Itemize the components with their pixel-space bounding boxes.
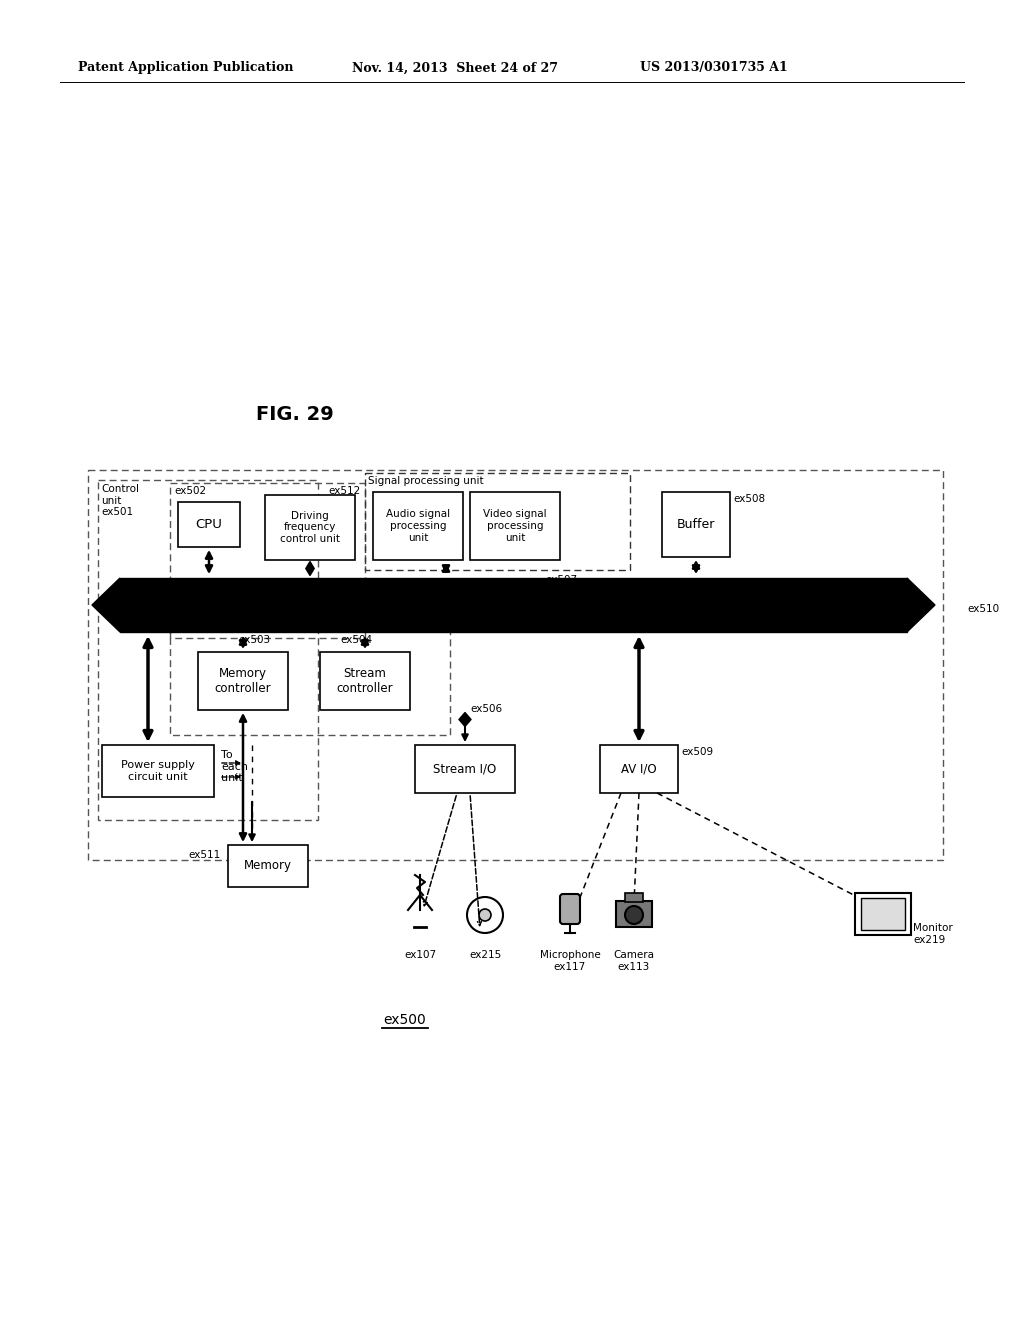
Text: ex505: ex505: [101, 770, 133, 780]
Text: ex502: ex502: [174, 486, 206, 496]
Text: ex504: ex504: [340, 635, 372, 645]
Bar: [319, 652, 410, 710]
Circle shape: [467, 898, 503, 933]
Bar: [98, 480, 318, 820]
Polygon shape: [459, 713, 471, 726]
Bar: [662, 492, 730, 557]
Circle shape: [479, 909, 490, 921]
Bar: [265, 495, 355, 560]
Text: ex506: ex506: [470, 705, 502, 714]
Text: US 2013/0301735 A1: US 2013/0301735 A1: [640, 62, 787, 74]
Text: Video signal
processing
unit: Video signal processing unit: [483, 510, 547, 543]
Bar: [170, 630, 450, 735]
Polygon shape: [907, 578, 935, 632]
Text: Camera
ex113: Camera ex113: [613, 950, 654, 972]
Bar: [855, 894, 911, 935]
Text: Microphone
ex117: Microphone ex117: [540, 950, 600, 972]
Text: Memory: Memory: [244, 859, 292, 873]
Text: Stream I/O: Stream I/O: [433, 763, 497, 776]
Text: ex508: ex508: [733, 494, 765, 504]
Text: Driving
frequency
control unit: Driving frequency control unit: [280, 511, 340, 544]
Text: Stream
controller: Stream controller: [337, 667, 393, 696]
Text: AV I/O: AV I/O: [622, 763, 656, 776]
Text: ex507: ex507: [545, 576, 578, 585]
Text: ex511: ex511: [188, 850, 220, 861]
Text: ex215: ex215: [469, 950, 501, 960]
Text: FIG. 29: FIG. 29: [256, 405, 334, 425]
Text: Patent Application Publication: Patent Application Publication: [78, 62, 294, 74]
Bar: [600, 744, 678, 793]
Polygon shape: [92, 578, 120, 632]
Text: Monitor
ex219: Monitor ex219: [913, 923, 952, 945]
Text: ex500: ex500: [384, 1012, 426, 1027]
Bar: [120, 578, 907, 632]
Text: Control
unit
ex501: Control unit ex501: [101, 484, 139, 517]
Bar: [228, 845, 308, 887]
Bar: [415, 744, 515, 793]
Bar: [170, 483, 365, 638]
Text: To
each
unit: To each unit: [221, 750, 248, 783]
Bar: [365, 473, 630, 570]
Text: Buffer: Buffer: [677, 517, 715, 531]
Polygon shape: [306, 561, 314, 576]
FancyBboxPatch shape: [560, 894, 580, 924]
Bar: [625, 894, 643, 902]
Text: ex510: ex510: [967, 605, 999, 614]
Text: CPU: CPU: [196, 517, 222, 531]
Bar: [198, 652, 288, 710]
Text: Power supply
circuit unit: Power supply circuit unit: [121, 760, 195, 781]
Bar: [178, 502, 240, 546]
Text: ex509: ex509: [681, 747, 713, 756]
Bar: [88, 470, 943, 861]
Text: Memory
controller: Memory controller: [215, 667, 271, 696]
Text: ex107: ex107: [403, 950, 436, 960]
Text: Nov. 14, 2013  Sheet 24 of 27: Nov. 14, 2013 Sheet 24 of 27: [352, 62, 558, 74]
Bar: [470, 492, 560, 560]
Bar: [861, 898, 905, 931]
Text: ex512: ex512: [329, 486, 361, 496]
Text: Audio signal
processing
unit: Audio signal processing unit: [386, 510, 451, 543]
Bar: [616, 902, 652, 927]
Text: ex503: ex503: [238, 635, 270, 645]
Circle shape: [625, 906, 643, 924]
Text: Signal processing unit: Signal processing unit: [368, 477, 483, 486]
Bar: [102, 744, 214, 797]
Bar: [373, 492, 463, 560]
